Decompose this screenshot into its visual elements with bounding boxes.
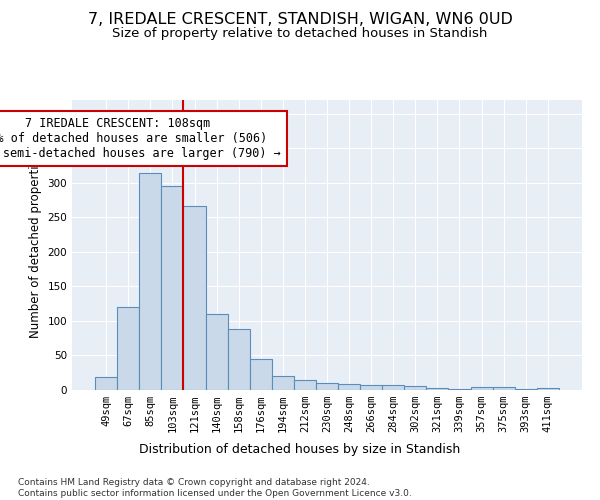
Bar	[493, 386, 515, 390]
Bar	[117, 307, 139, 390]
Bar	[272, 376, 294, 390]
Bar	[227, 328, 250, 390]
Bar	[161, 186, 184, 390]
Text: Distribution of detached houses by size in Standish: Distribution of detached houses by size …	[139, 442, 461, 456]
Bar	[294, 380, 316, 390]
Bar	[184, 206, 206, 390]
Bar	[316, 383, 338, 390]
Bar	[427, 388, 448, 390]
Bar	[537, 388, 559, 390]
Bar	[139, 172, 161, 390]
Text: 7, IREDALE CRESCENT, STANDISH, WIGAN, WN6 0UD: 7, IREDALE CRESCENT, STANDISH, WIGAN, WN…	[88, 12, 512, 28]
Bar	[206, 314, 227, 390]
Y-axis label: Number of detached properties: Number of detached properties	[29, 152, 42, 338]
Bar	[382, 385, 404, 390]
Bar	[338, 384, 360, 390]
Text: Contains HM Land Registry data © Crown copyright and database right 2024.
Contai: Contains HM Land Registry data © Crown c…	[18, 478, 412, 498]
Text: Size of property relative to detached houses in Standish: Size of property relative to detached ho…	[112, 28, 488, 40]
Text: 7 IREDALE CRESCENT: 108sqm
← 39% of detached houses are smaller (506)
60% of sem: 7 IREDALE CRESCENT: 108sqm ← 39% of deta…	[0, 118, 281, 160]
Bar	[404, 386, 427, 390]
Bar	[515, 388, 537, 390]
Bar	[360, 385, 382, 390]
Bar	[95, 377, 117, 390]
Bar	[470, 386, 493, 390]
Bar	[448, 388, 470, 390]
Bar	[250, 359, 272, 390]
